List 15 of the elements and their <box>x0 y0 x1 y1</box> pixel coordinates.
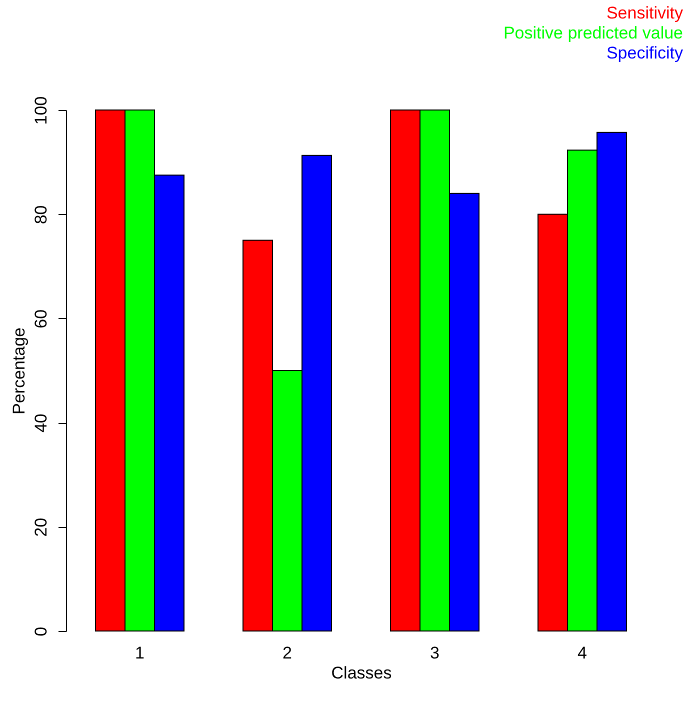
x-axis-title: Classes <box>331 664 392 682</box>
x-tick-label: 2 <box>282 644 292 662</box>
y-tick-label: 0 <box>32 626 50 636</box>
y-tick-label: 40 <box>32 414 50 433</box>
y-tick-label: 100 <box>32 96 50 125</box>
text: Sensitivity <box>606 4 684 22</box>
text: Specificity <box>606 44 684 62</box>
x-tick-label: 3 <box>430 644 440 662</box>
y-tick-label: 20 <box>32 518 50 537</box>
x-tick-label: 1 <box>135 644 144 662</box>
x-tick-label: 4 <box>578 644 587 662</box>
y-axis-title: Percentage <box>10 328 28 414</box>
y-tick-label: 60 <box>32 309 50 328</box>
y-tick-label: 80 <box>32 205 50 224</box>
text: Positive predicted value <box>503 24 683 42</box>
